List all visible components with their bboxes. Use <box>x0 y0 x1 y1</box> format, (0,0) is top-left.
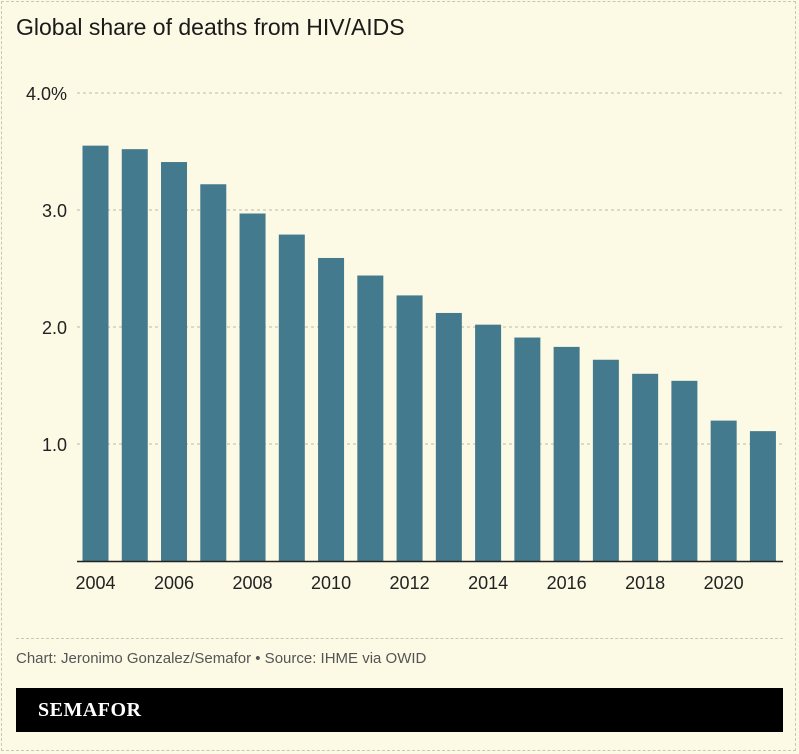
chart-title: Global share of deaths from HIV/AIDS <box>16 14 405 40</box>
bar-2015 <box>514 337 541 561</box>
source-credit: Chart: Jeronimo Gonzalez/Semafor • Sourc… <box>16 650 427 667</box>
x-tick-label: 2006 <box>154 573 194 593</box>
x-tick-label: 2016 <box>547 573 587 593</box>
bar-2011 <box>357 275 384 561</box>
bar-2019 <box>671 380 698 561</box>
bar-2017 <box>592 359 619 561</box>
y-tick-label: 4.0% <box>26 84 67 104</box>
bar-2007 <box>200 184 227 561</box>
y-tick-label: 1.0 <box>42 435 67 455</box>
y-tick-label: 2.0 <box>42 318 67 338</box>
brand-bar: SEMAFOR <box>16 688 783 732</box>
y-tick-label: 3.0 <box>42 201 67 221</box>
bar-chart: 1.0 2.0 3.0 4.0% 2004 2006 2008 2010 2012 2014 201… <box>26 84 783 593</box>
bar-2020 <box>710 420 737 561</box>
x-tick-label: 2014 <box>468 573 508 593</box>
x-tick-label: 2010 <box>311 573 351 593</box>
x-tick-label: 2004 <box>75 573 115 593</box>
bar-2008 <box>239 213 266 561</box>
bar-2004 <box>82 145 109 561</box>
bar-2006 <box>161 162 188 561</box>
divider <box>16 638 783 639</box>
bar-2016 <box>553 346 580 561</box>
bar-2021 <box>749 431 776 561</box>
bar-2018 <box>632 373 659 561</box>
x-tick-label: 2018 <box>625 573 665 593</box>
bar-2013 <box>435 312 462 561</box>
x-tick-label: 2008 <box>233 573 273 593</box>
x-tick-label: 2012 <box>390 573 430 593</box>
brand-logo: SEMAFOR <box>38 699 142 721</box>
bar-2009 <box>278 234 305 561</box>
bar-2010 <box>318 257 345 561</box>
bar-2014 <box>475 324 502 561</box>
x-tick-label: 2020 <box>704 573 744 593</box>
bar-2005 <box>121 149 148 561</box>
bar-2012 <box>396 295 423 561</box>
